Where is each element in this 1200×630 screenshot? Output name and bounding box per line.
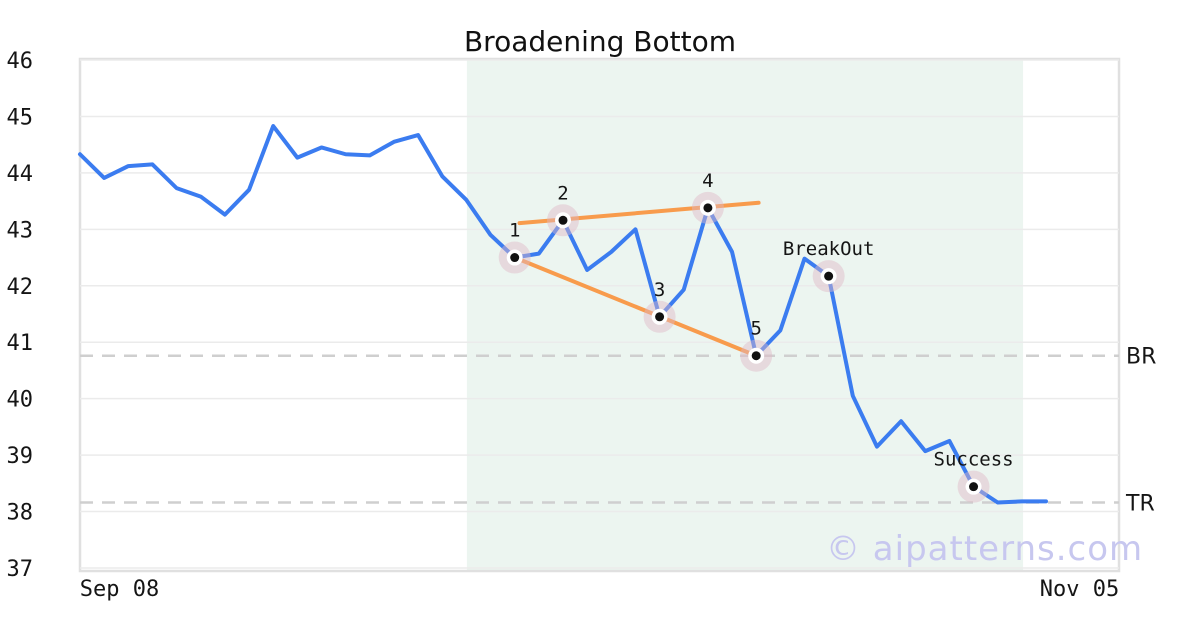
y-tick-46: 46 [7, 49, 34, 74]
annotation-label-5: 5 [750, 318, 761, 340]
point-breakout-dot [824, 271, 834, 281]
y-tick-43: 43 [7, 218, 34, 243]
y-tick-44: 44 [7, 162, 34, 187]
y-tick-42: 42 [7, 275, 34, 300]
annotation-label-success: Success [934, 449, 1014, 471]
chart-title: Broadening Bottom [463, 25, 737, 58]
y-tick-38: 38 [7, 501, 34, 526]
watermark: © aipatterns.com [826, 529, 1144, 569]
point-3-dot [655, 312, 665, 322]
hline-label-tr: TR [1125, 491, 1155, 516]
y-tick-45: 45 [7, 105, 34, 130]
point-4-dot [703, 203, 713, 213]
annotation-label-3: 3 [654, 279, 665, 301]
point-success-dot [969, 482, 979, 492]
point-1-dot [510, 253, 520, 263]
annotation-label-1: 1 [509, 220, 520, 242]
trendline-lower [512, 255, 759, 358]
x-tick-sep-08: Sep 08 [80, 577, 159, 602]
y-tick-40: 40 [7, 388, 34, 413]
x-tick-nov-05: Nov 05 [1040, 577, 1119, 602]
annotation-label-4: 4 [702, 170, 713, 192]
plot-border [78, 57, 1121, 573]
y-tick-41: 41 [7, 331, 34, 356]
point-2-dot [558, 215, 568, 225]
y-tick-37: 37 [7, 557, 34, 582]
annotation-label-2: 2 [557, 182, 568, 204]
hline-label-br: BR [1126, 345, 1156, 370]
y-tick-39: 39 [7, 444, 34, 469]
annotation-label-breakout: BreakOut [783, 238, 875, 260]
point-5-dot [751, 351, 761, 361]
